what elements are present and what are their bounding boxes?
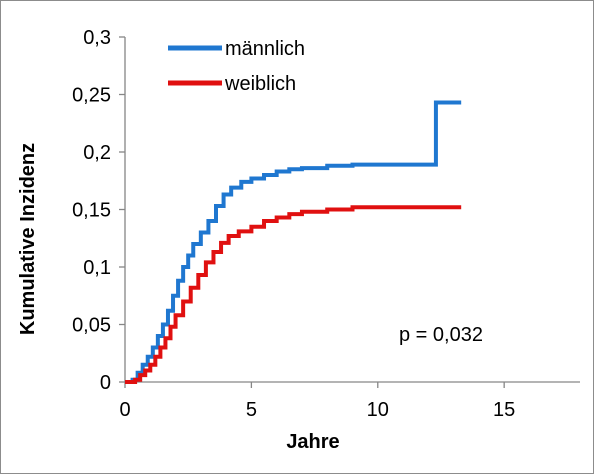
x-tick-label: 10 bbox=[367, 399, 389, 421]
x-tick-label: 0 bbox=[119, 399, 130, 421]
y-tick-label: 0,1 bbox=[83, 257, 111, 279]
legend: männlich weiblich bbox=[168, 38, 305, 95]
ticks: 0 0,05 0,1 0,15 0,2 0,25 0,3 0 5 10 15 bbox=[72, 27, 515, 421]
x-axis-title: Jahre bbox=[286, 431, 339, 453]
legend-label: weiblich bbox=[224, 73, 296, 95]
p-value-annotation: p = 0,032 bbox=[399, 324, 483, 346]
series-layer bbox=[125, 100, 462, 384]
series-line-weiblich bbox=[125, 205, 462, 384]
y-tick-label: 0 bbox=[100, 372, 111, 394]
y-tick-label: 0,15 bbox=[72, 200, 111, 222]
y-tick-label: 0,2 bbox=[83, 142, 111, 164]
y-tick-label: 0,05 bbox=[72, 315, 111, 337]
y-axis-title: Kumulative Inzidenz bbox=[17, 143, 39, 335]
x-tick-label: 15 bbox=[493, 399, 515, 421]
y-tick-label: 0,25 bbox=[72, 85, 111, 107]
x-tick-label: 5 bbox=[246, 399, 257, 421]
y-tick-label: 0,3 bbox=[83, 27, 111, 49]
legend-label: männlich bbox=[225, 38, 305, 60]
series-line-m-nnlich bbox=[125, 100, 462, 384]
